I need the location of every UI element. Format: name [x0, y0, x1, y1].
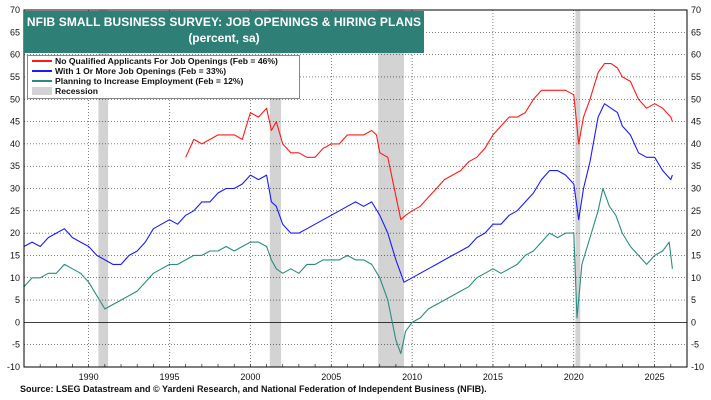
x-tick-label: 2025 — [645, 372, 665, 382]
y-tick-label-right: 65 — [691, 27, 701, 37]
recession-band — [378, 10, 405, 367]
y-tick-label-right: 35 — [691, 161, 701, 171]
legend-label: With 1 Or More Job Openings (Feb = 33%) — [55, 66, 227, 76]
legend-label: Planning to Increase Employment (Feb = 1… — [55, 76, 244, 86]
y-tick-label-left: 10 — [10, 273, 20, 283]
y-tick-label-left: 60 — [10, 50, 20, 60]
series-lines — [23, 63, 673, 355]
legend-item-recession: Recession — [28, 86, 299, 96]
legend-label: Recession — [55, 86, 98, 96]
y-tick-label-right: 20 — [691, 228, 701, 238]
y-tick-label-right: 0 — [691, 317, 696, 327]
x-tick-label: 2005 — [321, 372, 341, 382]
y-tick-label-left: -10 — [7, 362, 20, 372]
legend-swatch-teal — [32, 80, 52, 82]
y-tick-label-right: 40 — [691, 139, 701, 149]
recession-band — [98, 10, 109, 367]
y-tick-label-left: 0 — [15, 317, 20, 327]
y-tick-label-left: 45 — [10, 117, 20, 127]
y-tick-label-right: 60 — [691, 50, 701, 60]
y-tick-label-right: 70 — [691, 5, 701, 15]
y-tick-label-left: 25 — [10, 206, 20, 216]
y-tick-label-left: 30 — [10, 184, 20, 194]
series-line-2 — [23, 103, 673, 283]
y-tick-label-left: -5 — [12, 340, 20, 350]
x-tick-label: 2000 — [240, 372, 260, 382]
legend-swatch-red — [32, 60, 52, 62]
legend-swatch-blue — [32, 70, 52, 72]
x-tick-label: 2010 — [402, 372, 422, 382]
y-tick-label-left: 55 — [10, 72, 20, 82]
legend-label: No Qualified Applicants For Job Openings… — [55, 56, 278, 66]
y-tick-label-left: 5 — [15, 295, 20, 305]
x-tick-label: 2015 — [483, 372, 503, 382]
y-tick-label-right: 45 — [691, 117, 701, 127]
series-line-1 — [185, 63, 673, 221]
y-tick-label-right: 25 — [691, 206, 701, 216]
x-tick-label: 2020 — [564, 372, 584, 382]
y-tick-label-left: 20 — [10, 228, 20, 238]
chart-title-line2: (percent, sa) — [188, 31, 260, 45]
y-tick-label-right: -5 — [691, 340, 699, 350]
y-tick-label-right: 15 — [691, 250, 701, 260]
y-tick-label-left: 35 — [10, 161, 20, 171]
recession-band — [575, 10, 581, 367]
legend-item-hiring-plans: Planning to Increase Employment (Feb = 1… — [28, 76, 299, 86]
legend-swatch-recession — [32, 87, 52, 95]
series-line-3 — [23, 187, 673, 355]
y-tick-label-right: 30 — [691, 184, 701, 194]
y-tick-label-right: 5 — [691, 295, 696, 305]
x-tick-label: 1995 — [160, 372, 180, 382]
recession-band — [269, 10, 282, 367]
x-tick-label: 1990 — [79, 372, 99, 382]
y-tick-label-right: -10 — [691, 362, 704, 372]
y-tick-label-left: 15 — [10, 250, 20, 260]
y-tick-label-right: 55 — [691, 72, 701, 82]
y-tick-label-left: 65 — [10, 27, 20, 37]
legend-item-no-qualified: No Qualified Applicants For Job Openings… — [28, 56, 299, 66]
y-tick-label-left: 50 — [10, 94, 20, 104]
y-tick-label-left: 70 — [10, 5, 20, 15]
plot-frame — [23, 9, 688, 368]
legend: No Qualified Applicants For Job Openings… — [27, 55, 300, 99]
source-note: Source: LSEG Datastream and © Yardeni Re… — [20, 384, 487, 394]
y-tick-label-right: 10 — [691, 273, 701, 283]
y-tick-label-left: 40 — [10, 139, 20, 149]
y-tick-label-right: 50 — [691, 94, 701, 104]
legend-item-job-openings: With 1 Or More Job Openings (Feb = 33%) — [28, 66, 299, 76]
chart-title-line1: NFIB SMALL BUSINESS SURVEY: JOB OPENINGS… — [26, 15, 422, 29]
chart-title: NFIB SMALL BUSINESS SURVEY: JOB OPENINGS… — [24, 11, 424, 53]
